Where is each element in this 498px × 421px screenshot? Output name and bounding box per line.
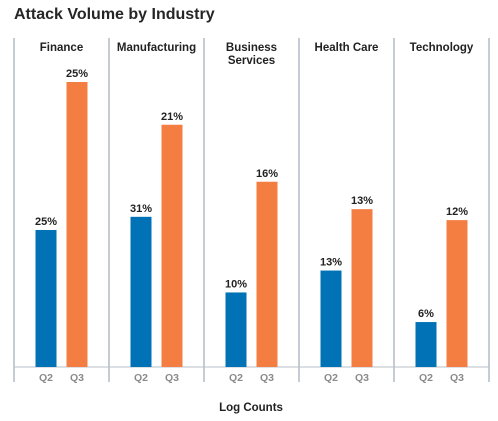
value-label-finance-q2: 25% bbox=[35, 216, 57, 228]
bar-finance-q2 bbox=[35, 229, 57, 367]
value-label-business-services-q2: 10% bbox=[225, 278, 247, 290]
bar-technology-q2 bbox=[415, 322, 437, 367]
value-label-technology-q2: 6% bbox=[418, 308, 434, 320]
bar-business-services-q2 bbox=[225, 292, 247, 367]
x-axis-title: Log Counts bbox=[219, 402, 283, 414]
quarter-label-q3: Q3 bbox=[355, 372, 369, 384]
quarter-label-q3: Q3 bbox=[70, 372, 84, 384]
quarter-label-q2: Q2 bbox=[324, 372, 338, 384]
chart-title: Attack Volume by Industry bbox=[14, 6, 215, 23]
quarter-label-q3: Q3 bbox=[165, 372, 179, 384]
quarter-label-q2: Q2 bbox=[39, 372, 53, 384]
bar-manufacturing-q2 bbox=[130, 216, 152, 367]
category-label-health-care: Health Care bbox=[315, 42, 379, 54]
bar-technology-q3 bbox=[446, 220, 468, 367]
quarter-label-q2: Q2 bbox=[134, 372, 148, 384]
value-label-technology-q3: 12% bbox=[446, 206, 468, 218]
value-label-finance-q3: 25% bbox=[66, 68, 88, 80]
bar-health-care-q2 bbox=[320, 270, 342, 367]
value-label-business-services-q3: 16% bbox=[256, 168, 278, 180]
category-label-business-services: Business Services bbox=[226, 42, 277, 67]
value-label-manufacturing-q2: 31% bbox=[130, 203, 152, 215]
category-label-finance: Finance bbox=[40, 42, 83, 54]
category-label-technology: Technology bbox=[410, 42, 474, 54]
bar-manufacturing-q3 bbox=[161, 124, 183, 367]
quarter-label-q2: Q2 bbox=[419, 372, 433, 384]
bar-business-services-q3 bbox=[256, 181, 278, 367]
quarter-label-q3: Q3 bbox=[450, 372, 464, 384]
bar-finance-q3 bbox=[66, 82, 88, 367]
quarter-label-q3: Q3 bbox=[260, 372, 274, 384]
value-label-health-care-q2: 13% bbox=[320, 257, 342, 269]
quarter-label-q2: Q2 bbox=[229, 372, 243, 384]
bar-health-care-q3 bbox=[351, 209, 373, 367]
category-label-manufacturing: Manufacturing bbox=[117, 42, 196, 54]
value-label-manufacturing-q3: 21% bbox=[161, 111, 183, 123]
value-label-health-care-q3: 13% bbox=[351, 195, 373, 207]
